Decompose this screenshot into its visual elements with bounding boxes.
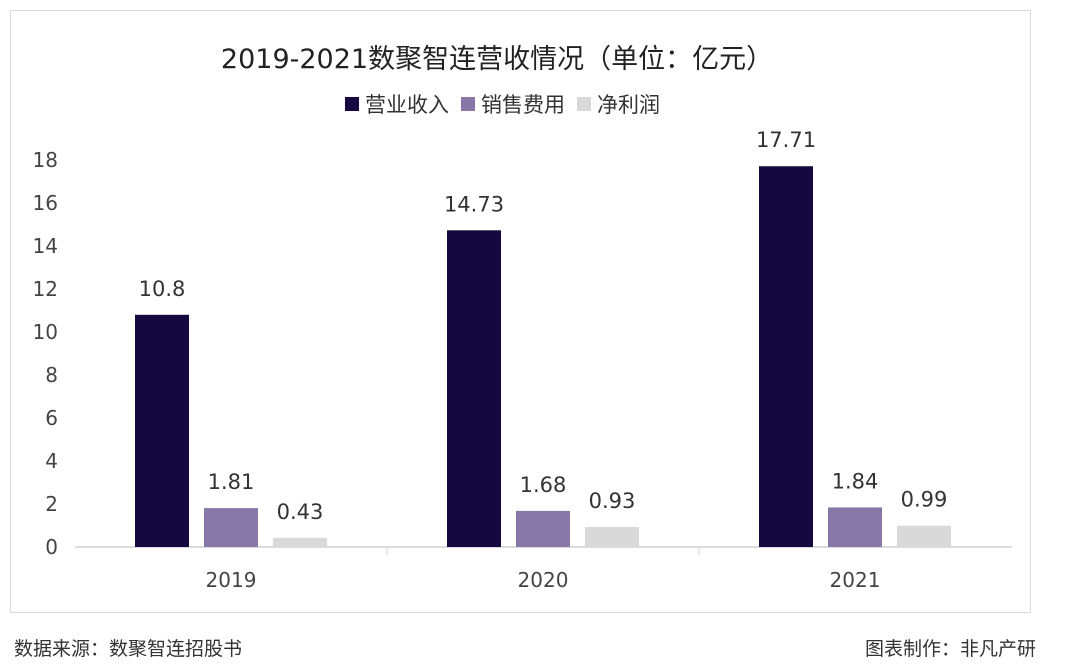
data-label: 0.93 <box>589 489 636 513</box>
chart-title: 2019-2021数聚智连营收情况（单位：亿元） <box>221 44 773 75</box>
data-label: 1.68 <box>520 473 567 497</box>
legend-swatch <box>577 97 591 111</box>
source-note: 数据来源：数聚智连招股书 <box>14 638 243 660</box>
bar-2019-1 <box>204 508 258 547</box>
bar-2020-2 <box>585 527 639 547</box>
y-tick-label: 14 <box>33 234 58 258</box>
bar-2020-1 <box>516 510 570 547</box>
data-label: 1.84 <box>832 469 879 493</box>
data-label: 0.99 <box>901 488 948 512</box>
legend-label: 营业收入 <box>365 93 449 117</box>
data-label: 0.43 <box>277 500 324 524</box>
y-tick-label: 4 <box>45 449 58 473</box>
y-tick-label: 2 <box>45 492 58 516</box>
y-tick-label: 8 <box>45 363 58 387</box>
chart-frame <box>10 10 1031 613</box>
credit-note: 图表制作：非凡产研 <box>864 638 1036 660</box>
legend-swatch <box>345 97 359 111</box>
bar-2021-0 <box>759 166 813 548</box>
bar-2020-0 <box>447 230 501 547</box>
data-label: 17.71 <box>756 128 816 152</box>
bar-2021-2 <box>897 525 951 547</box>
y-tick-label: 16 <box>33 191 58 215</box>
y-tick-label: 18 <box>33 148 58 172</box>
y-tick-label: 6 <box>45 406 58 430</box>
bar-2019-0 <box>135 314 189 547</box>
y-tick-label: 0 <box>45 535 58 559</box>
bar-2019-2 <box>273 537 327 547</box>
x-tick-label: 2019 <box>206 568 257 592</box>
y-tick-label: 10 <box>33 320 58 344</box>
legend-label: 净利润 <box>597 93 660 117</box>
legend-swatch <box>461 97 475 111</box>
data-label: 10.8 <box>139 277 186 301</box>
legend-label: 销售费用 <box>481 93 565 117</box>
x-tick-label: 2020 <box>518 568 569 592</box>
data-label: 1.81 <box>208 470 255 494</box>
bar-2021-1 <box>828 507 882 547</box>
data-label: 14.73 <box>444 192 504 216</box>
x-tick-label: 2021 <box>830 568 881 592</box>
y-tick-label: 12 <box>33 277 58 301</box>
